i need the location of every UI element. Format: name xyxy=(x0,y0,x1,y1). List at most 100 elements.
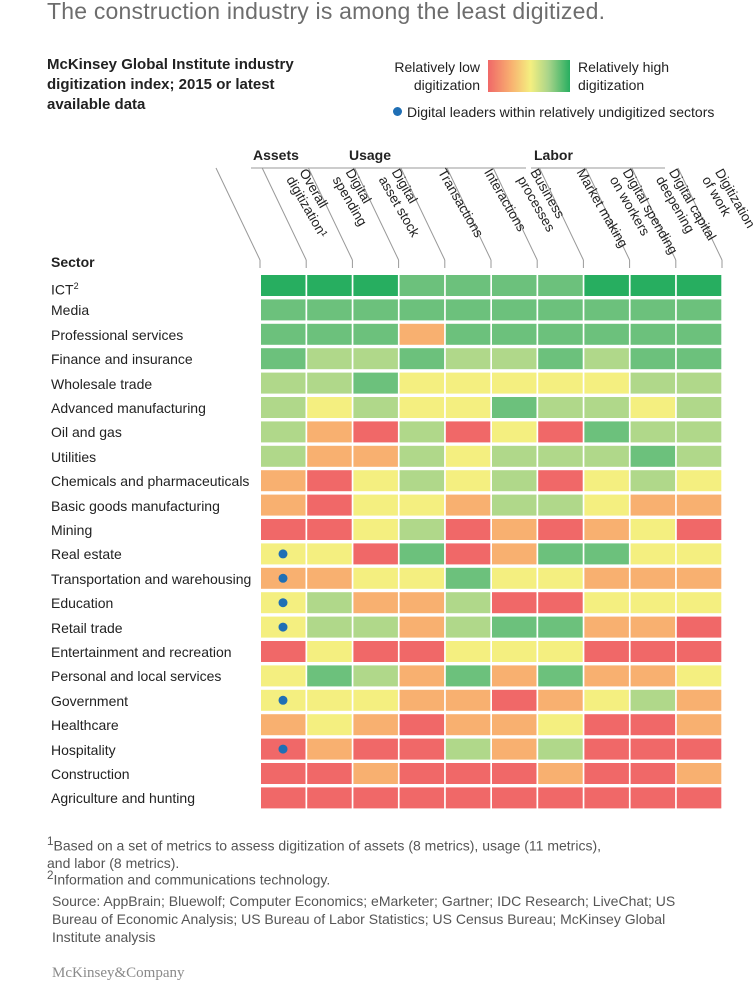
heatmap-cell xyxy=(307,714,352,736)
sector-label-text: Finance and insurance xyxy=(51,351,193,368)
heatmap-cell xyxy=(676,494,722,516)
heatmap-cell xyxy=(676,689,722,711)
heatmap-cell xyxy=(676,275,722,296)
sector-label-text: Utilities xyxy=(51,448,97,465)
heatmap-cell xyxy=(261,494,306,516)
heatmap-cell xyxy=(353,275,398,296)
sector-label: Real estate xyxy=(51,542,122,566)
heatmap-cell xyxy=(630,567,676,589)
sector-label: ICT2 xyxy=(51,274,79,298)
heatmap-cell xyxy=(584,567,629,589)
heatmap-cell xyxy=(676,567,722,589)
heatmap-cell xyxy=(492,738,537,760)
sector-label: Construction xyxy=(51,762,130,786)
heatmap-cell xyxy=(353,738,398,760)
heatmap-cell xyxy=(307,421,352,443)
heatmap-cell xyxy=(492,445,537,467)
heatmap-cell xyxy=(353,348,398,370)
heatmap-cell xyxy=(353,787,398,809)
column-separator-line xyxy=(261,167,307,261)
heatmap-cell xyxy=(261,519,306,540)
heatmap-cell xyxy=(538,714,583,736)
group-label-usage: Usage xyxy=(349,147,392,163)
heatmap-cell xyxy=(445,421,491,443)
heatmap-cell xyxy=(538,470,583,492)
heatmap-cell xyxy=(630,543,676,565)
heatmap-cell xyxy=(399,543,445,565)
heatmap-cell xyxy=(630,689,676,711)
heatmap-cell xyxy=(445,592,491,614)
heatmap-cell xyxy=(584,665,629,687)
heatmap-cell xyxy=(445,665,491,687)
sector-label-text: Chemicals and pharmaceuticals xyxy=(51,473,250,490)
heatmap-cell xyxy=(538,323,583,345)
heatmap-cell xyxy=(492,323,537,345)
heatmap-cell xyxy=(307,592,352,614)
column-separator-line xyxy=(215,167,261,261)
heatmap-cell xyxy=(399,348,445,370)
heatmap-cell xyxy=(630,348,676,370)
heatmap-cell xyxy=(584,421,629,443)
heatmap-cell xyxy=(399,470,445,492)
heatmap-cell xyxy=(492,275,537,296)
heatmap-cell xyxy=(676,738,722,760)
sector-label: Agriculture and hunting xyxy=(51,786,195,810)
heatmap-cell xyxy=(538,641,583,662)
heatmap-cell xyxy=(353,689,398,711)
sector-label-text: Basic goods manufacturing xyxy=(51,497,220,514)
heatmap-cell xyxy=(492,689,537,711)
heatmap-cell xyxy=(630,665,676,687)
sector-label-footnote-marker: 2 xyxy=(73,281,79,291)
heatmap-cell xyxy=(353,641,398,662)
heatmap-cell xyxy=(630,714,676,736)
heatmap-cell xyxy=(399,763,445,784)
heatmap-cell xyxy=(399,641,445,662)
heatmap-cell xyxy=(261,397,306,418)
heatmap-cell xyxy=(261,641,306,662)
heatmap-cell xyxy=(676,348,722,370)
sector-label-text: Media xyxy=(51,302,90,319)
heatmap-cell xyxy=(353,519,398,540)
heatmap-cell xyxy=(399,665,445,687)
heatmap-cell xyxy=(492,372,537,394)
heatmap-cell xyxy=(445,787,491,809)
heatmap-cell xyxy=(307,299,352,321)
leader-dot-icon xyxy=(278,695,288,705)
sector-label: Utilities xyxy=(51,445,96,469)
heatmap-cell xyxy=(445,714,491,736)
sector-label-text: Retail trade xyxy=(51,619,123,636)
heatmap-cell xyxy=(630,738,676,760)
heatmap-cell xyxy=(399,787,445,809)
sector-label: Oil and gas xyxy=(51,420,122,444)
legend-high-label: Relatively high digitization xyxy=(578,59,670,93)
heatmap-cell xyxy=(492,714,537,736)
sector-label: Finance and insurance xyxy=(51,347,193,371)
heatmap-cell xyxy=(538,763,583,784)
heatmap-cell xyxy=(261,372,306,394)
heatmap-cell xyxy=(492,494,537,516)
sector-label-text: Agriculture and hunting xyxy=(51,790,195,807)
sector-label: Media xyxy=(51,298,89,322)
heatmap-cell xyxy=(353,714,398,736)
footnote-2-text: Information and communications technolog… xyxy=(53,871,331,888)
heatmap-cell xyxy=(538,519,583,540)
heatmap-cell xyxy=(399,592,445,614)
sector-label-text: Real estate xyxy=(51,546,122,563)
sector-label: Advanced manufacturing xyxy=(51,396,206,420)
heatmap-cell xyxy=(630,519,676,540)
heatmap-cell xyxy=(261,445,306,467)
heatmap-cell xyxy=(584,323,629,345)
sector-label-text: Education xyxy=(51,595,114,612)
leader-dot-icon xyxy=(278,598,288,608)
heatmap-cell xyxy=(307,323,352,345)
heatmap-cell xyxy=(630,787,676,809)
heatmap-cell xyxy=(445,372,491,394)
heatmap-cell xyxy=(492,519,537,540)
heatmap-cell xyxy=(630,372,676,394)
heatmap-cell xyxy=(630,616,676,638)
heatmap-cell xyxy=(399,519,445,540)
heatmap-cell xyxy=(538,665,583,687)
heatmap-cell xyxy=(676,323,722,345)
heatmap-cell xyxy=(630,397,676,418)
heatmap-cell xyxy=(538,299,583,321)
